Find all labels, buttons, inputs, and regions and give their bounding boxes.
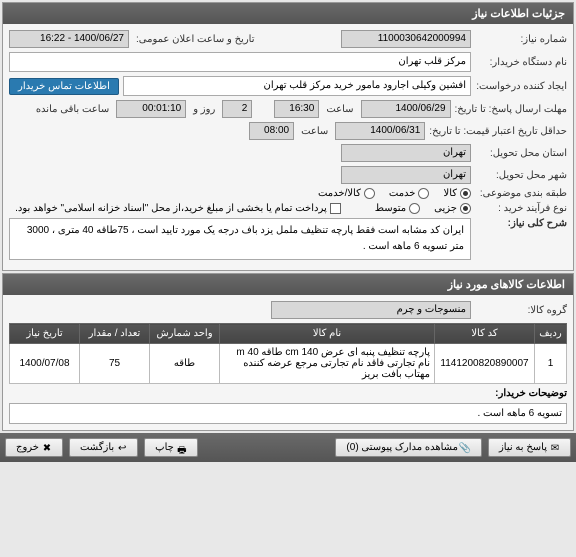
days-left-field: 2	[222, 100, 252, 118]
col-row: ردیف	[535, 324, 567, 344]
cat-service-radio[interactable]: خدمت	[389, 188, 430, 199]
category-label: طبقه بندی موضوعی:	[475, 188, 567, 199]
reply-icon: ✉	[550, 443, 560, 453]
process-label: نوع فرآیند خرید :	[475, 203, 567, 214]
radio-icon	[409, 203, 420, 214]
items-panel: اطلاعات کالاهای مورد نیاز گروه کالا: منس…	[2, 273, 574, 431]
process-radios: جزیی متوسط پرداخت تمام یا بخشی از مبلغ خ…	[15, 203, 471, 214]
col-date: تاریخ نیاز	[10, 324, 80, 344]
hour-label-1: ساعت	[323, 104, 356, 115]
cell-row: 1	[535, 344, 567, 384]
main-panel: جزئیات اطلاعات نیاز شماره نیاز: 11000306…	[2, 2, 574, 271]
panel-title: جزئیات اطلاعات نیاز	[3, 3, 573, 24]
pub-datetime-label: تاریخ و ساعت اعلان عمومی:	[133, 34, 258, 45]
buyer-notes-label: توضیحات خریدار:	[9, 384, 567, 403]
group-field: منسوجات و چرم	[271, 301, 471, 319]
cell-date: 1400/07/08	[10, 344, 80, 384]
requester-field: افشین وکیلی اجارود مامور خرید مرکز قلب ت…	[123, 76, 471, 96]
need-desc-field: ایران کد مشابه است فقط پارچه تنظیف ململ …	[9, 218, 471, 260]
radio-icon	[460, 203, 471, 214]
province-label: استان محل تحویل:	[475, 148, 567, 159]
price-time-field: 08:00	[249, 122, 294, 140]
city-field: تهران	[341, 166, 471, 184]
radio-icon	[460, 188, 471, 199]
table-row[interactable]: 1 1141200820890007 پارچه تنظیف پنبه ای ع…	[10, 344, 567, 384]
attachment-icon: 📎	[461, 443, 471, 453]
back-icon: ↩	[117, 443, 127, 453]
cell-qty: 75	[80, 344, 150, 384]
category-radios: کالا خدمت کالا/خدمت	[318, 188, 471, 199]
reply-button[interactable]: ✉ پاسخ به نیاز	[488, 438, 571, 457]
day-and-label: روز و	[190, 104, 218, 115]
cat-goods-radio[interactable]: کالا	[443, 188, 471, 199]
reply-deadline-label: مهلت ارسال پاسخ: تا تاریخ:	[455, 104, 567, 115]
items-table: ردیف کد کالا نام کالا واحد شمارش تعداد /…	[9, 323, 567, 384]
pay-note-check[interactable]: پرداخت تمام یا بخشی از مبلغ خرید،از محل …	[15, 203, 341, 214]
items-header: اطلاعات کالاهای مورد نیاز	[3, 274, 573, 295]
buyer-field: مرکز قلب تهران	[9, 52, 471, 72]
details-body: شماره نیاز: 1100030642000994 تاریخ و ساع…	[3, 24, 573, 270]
remaining-label: ساعت باقی مانده	[33, 104, 112, 115]
group-label: گروه کالا:	[475, 305, 567, 316]
pub-datetime-field: 1400/06/27 - 16:22	[9, 30, 129, 48]
attachments-button[interactable]: 📎 مشاهده مدارک پیوستی (0)	[335, 438, 482, 457]
col-name: نام کالا	[220, 324, 435, 344]
back-button[interactable]: ↩ بازگشت	[69, 438, 138, 457]
province-field: تهران	[341, 144, 471, 162]
col-qty: تعداد / مقدار	[80, 324, 150, 344]
price-date-field: 1400/06/31	[335, 122, 425, 140]
cat-goods-service-radio[interactable]: کالا/خدمت	[318, 188, 375, 199]
footer-bar: ✉ پاسخ به نیاز 📎 مشاهده مدارک پیوستی (0)…	[0, 433, 576, 462]
exit-icon: ✖	[42, 443, 52, 453]
contact-info-button[interactable]: اطلاعات تماس خریدار	[9, 78, 119, 95]
city-label: شهر محل تحویل:	[475, 170, 567, 181]
radio-icon	[418, 188, 429, 199]
need-desc-label: شرح کلی نیاز:	[475, 218, 567, 229]
price-validity-label: حداقل تاریخ اعتبار قیمت: تا تاریخ:	[429, 126, 567, 137]
proc-partial-radio[interactable]: جزیی	[434, 203, 471, 214]
col-unit: واحد شمارش	[150, 324, 220, 344]
reply-date-field: 1400/06/29	[361, 100, 451, 118]
radio-icon	[364, 188, 375, 199]
need-no-label: شماره نیاز:	[475, 34, 567, 45]
exit-button[interactable]: ✖ خروج	[5, 438, 63, 457]
col-code: کد کالا	[435, 324, 535, 344]
print-button[interactable]: 🖶 چاپ	[144, 438, 198, 457]
need-no-field: 1100030642000994	[341, 30, 471, 48]
requester-label: ایجاد کننده درخواست:	[475, 81, 567, 92]
cell-code: 1141200820890007	[435, 344, 535, 384]
countdown-field: 00:01:10	[116, 100, 186, 118]
cell-name: پارچه تنظیف پنبه ای عرض 140 cm طاقه 40 m…	[220, 344, 435, 384]
reply-time-field: 16:30	[274, 100, 319, 118]
hour-label-2: ساعت	[298, 126, 331, 137]
print-icon: 🖶	[177, 443, 187, 453]
proc-medium-radio[interactable]: متوسط	[375, 203, 420, 214]
buyer-label: نام دستگاه خریدار:	[475, 57, 567, 68]
buyer-notes-field: تسویه 6 ماهه است .	[9, 403, 567, 424]
cell-unit: طاقه	[150, 344, 220, 384]
table-header-row: ردیف کد کالا نام کالا واحد شمارش تعداد /…	[10, 324, 567, 344]
items-body: گروه کالا: منسوجات و چرم ردیف کد کالا نا…	[3, 295, 573, 430]
checkbox-icon	[330, 203, 341, 214]
